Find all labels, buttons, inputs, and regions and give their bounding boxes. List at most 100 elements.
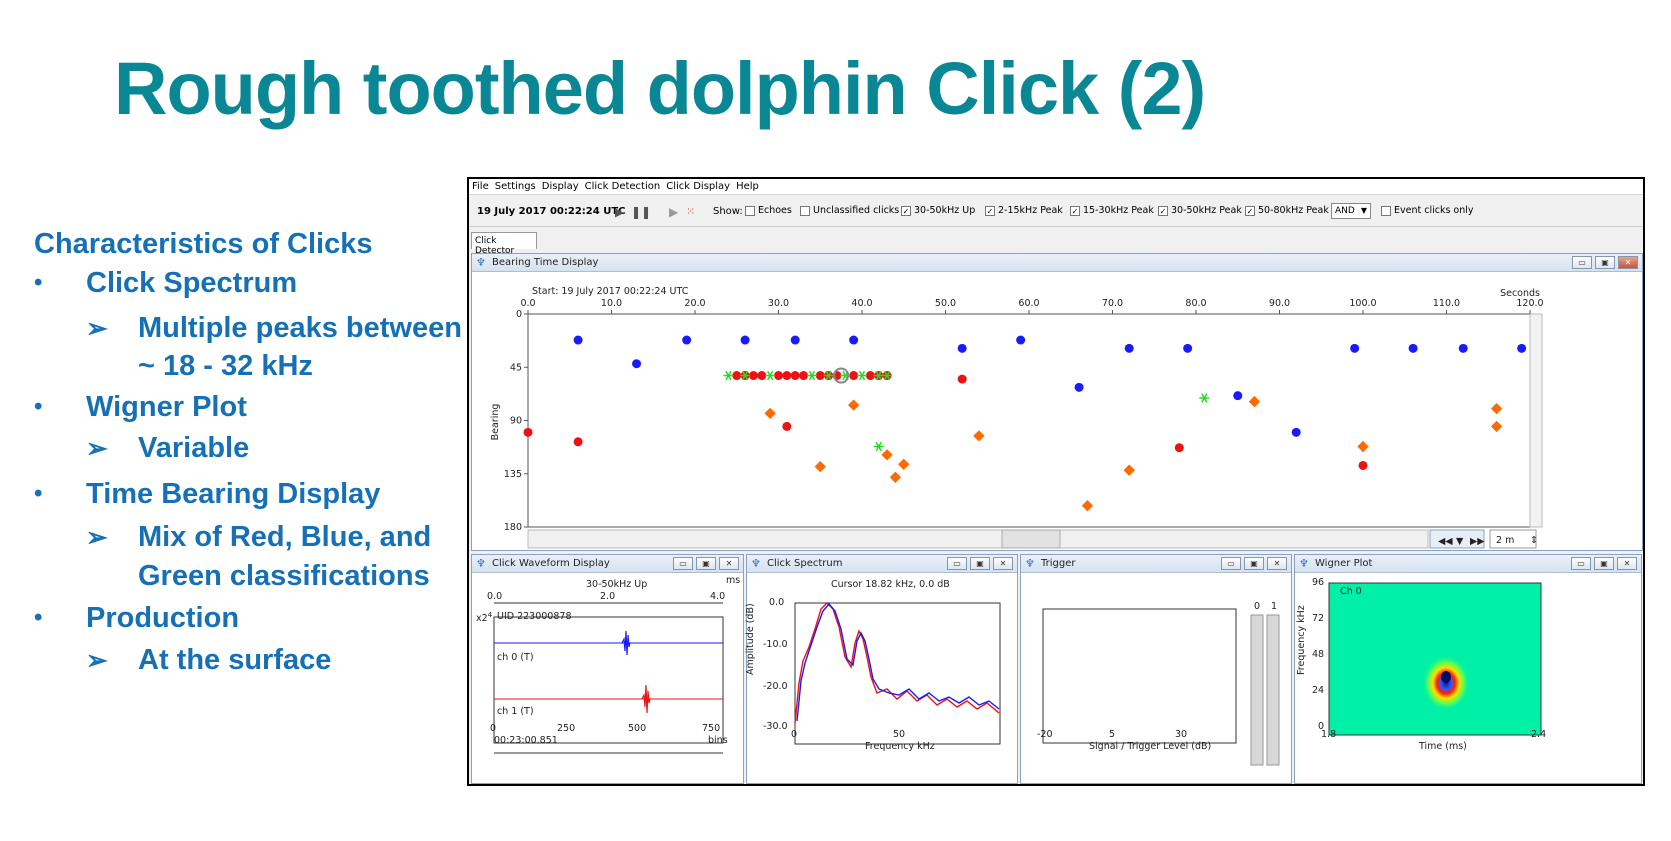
top-tick: 4.0 (710, 591, 726, 602)
click-marker-blue (632, 359, 642, 369)
close-icon[interactable]: ✕ (993, 557, 1013, 570)
checkbox-box[interactable] (800, 205, 810, 216)
sub-bullet-label: At the surface (138, 644, 332, 676)
click-marker-blue (957, 343, 967, 353)
click-marker-red (1358, 460, 1368, 470)
click-marker-green (806, 370, 817, 381)
minimize-icon[interactable]: ▭ (947, 557, 967, 570)
logic-select[interactable]: AND ▼ (1331, 203, 1371, 219)
minimize-icon[interactable]: ▭ (673, 557, 693, 570)
sub-bullet-label: Multiple peaks between (138, 312, 462, 344)
minimize-icon[interactable]: ▭ (1571, 557, 1591, 570)
click-marker-green (873, 370, 884, 381)
menu-settings[interactable]: Settings (494, 181, 536, 192)
menu-display[interactable]: Display (541, 181, 579, 192)
minimize-icon[interactable]: ▭ (1221, 557, 1241, 570)
bottom-tick: 500 (628, 723, 647, 734)
x-tick-label: 90.0 (1269, 298, 1290, 309)
top-tick: 2.0 (600, 591, 616, 602)
window-buttons: ▭ ▣ ✕ (1572, 256, 1638, 269)
click-marker-red (957, 374, 967, 384)
play-icon[interactable]: ▶ (615, 205, 625, 219)
close-icon[interactable]: ✕ (1267, 557, 1287, 570)
play-forward-icon[interactable]: ▶ (669, 205, 679, 219)
maximize-icon[interactable]: ▣ (970, 557, 990, 570)
bullet-marker: • (34, 393, 43, 420)
window-buttons: ▭ ▣ ✕ (947, 557, 1013, 570)
checkbox-2-15khz-peak[interactable]: ✓ 2-15kHz Peak (985, 205, 1063, 216)
sub-bullet-peaks: ➢ Multiple peaks between (86, 308, 462, 348)
checkbox-box[interactable]: ✓ (1158, 205, 1168, 216)
close-icon[interactable]: ✕ (1617, 557, 1637, 570)
checkbox-30-50khz-up[interactable]: ✓ 30-50kHz Up (901, 205, 975, 216)
uid-label: UID 223000878 (497, 611, 572, 622)
checkbox-box[interactable]: ✓ (901, 205, 911, 216)
asterisk-stroke (825, 370, 832, 381)
bullet-marker: • (34, 604, 43, 631)
maximize-icon[interactable]: ▣ (696, 557, 716, 570)
waveform-plot[interactable] (472, 573, 743, 783)
menu-help[interactable]: Help (736, 181, 759, 192)
asterisk-stroke (875, 370, 882, 381)
panel-title: ♆ Click Waveform Display ▭ ▣ ✕ (472, 555, 743, 573)
bearing-time-plot[interactable]: 0.0 10.0 20.0 30.0 40.0 50.0 60.0 70.0 80.0 90.0 1… (472, 272, 1644, 550)
click-marker-blue (682, 335, 692, 345)
minimize-icon[interactable]: ▭ (1572, 256, 1592, 269)
click-marker-orange (1248, 395, 1261, 408)
wigner-plot[interactable] (1295, 573, 1641, 783)
click-marker-blue (1016, 335, 1026, 345)
span-spinner (1489, 529, 1537, 549)
tab-click-detector[interactable]: Click Detector (471, 232, 537, 256)
spinner-arrows-icon: ⇕ (1530, 535, 1538, 546)
click-marker-orange (1490, 403, 1503, 415)
trigger-ch0: 0 (1254, 601, 1261, 612)
click-marker-red (732, 371, 742, 381)
datetime-label: 19 July 2017 00:22:24 UTC (477, 206, 626, 217)
maximize-icon[interactable]: ▣ (1244, 557, 1264, 570)
click-marker-orange (1081, 500, 1094, 512)
checkbox-15-30khz-peak[interactable]: ✓ 15-30kHz Peak (1070, 205, 1154, 216)
click-marker-blue (1350, 343, 1360, 353)
checkbox-echoes[interactable]: Echoes (745, 205, 792, 216)
checkbox-event-clicks-only[interactable]: Event clicks only (1381, 205, 1474, 216)
x-tick: 2.4 (1531, 729, 1547, 740)
click-marker-orange (973, 430, 985, 442)
classifier-icon[interactable]: ⁙ (686, 205, 696, 218)
click-marker-orange (1123, 464, 1135, 476)
x-tick-label: 0.0 (520, 298, 535, 309)
panel-icon: ♆ (476, 557, 486, 570)
close-icon[interactable]: ✕ (719, 557, 739, 570)
wigner-ch-label: Ch 0 (1340, 586, 1362, 597)
checkbox-box[interactable]: ✓ (1245, 205, 1255, 216)
bearing-axis-label: Bearing (490, 404, 501, 441)
pamguard-window: File Settings Display Click Detection Click … (467, 177, 1645, 786)
spectrum-plot[interactable] (747, 573, 1017, 783)
close-icon[interactable]: ✕ (1618, 256, 1638, 269)
checkbox-box[interactable]: ✓ (985, 205, 995, 216)
click-marker-red (1174, 443, 1184, 453)
menu-file[interactable]: File (472, 181, 489, 192)
waveform-class-label: 30-50kHz Up (586, 579, 648, 590)
menu-click-detection[interactable]: Click Detection (584, 181, 661, 192)
checkbox-box[interactable] (1381, 205, 1391, 216)
pause-icon[interactable]: ❚❚ (631, 205, 652, 219)
click-marker-blue (1233, 391, 1243, 401)
asterisk-stroke (1201, 393, 1208, 403)
maximize-icon[interactable]: ▣ (1595, 256, 1615, 269)
y-tick: 96 (1312, 577, 1325, 588)
checkbox-50-80khz-peak[interactable]: ✓ 50-80kHz Peak (1245, 205, 1329, 216)
x-tick: 0 (791, 729, 798, 740)
click-marker-orange (764, 407, 776, 420)
checkbox-label: Echoes (758, 205, 792, 216)
trigger-plot (1042, 608, 1280, 766)
maximize-icon[interactable]: ▣ (1594, 557, 1614, 570)
checkbox-unclassified[interactable]: Unclassified clicks (800, 205, 899, 216)
y-tick: 72 (1312, 613, 1325, 624)
asterisk-stroke (858, 370, 866, 381)
checkbox-box[interactable] (745, 205, 755, 216)
checkbox-box[interactable]: ✓ (1070, 205, 1080, 216)
menu-click-display[interactable]: Click Display (666, 181, 731, 192)
checkbox-30-50khz-peak[interactable]: ✓ 30-50kHz Peak (1158, 205, 1242, 216)
sub-bullet-label: ~ 18 - 32 kHz (138, 350, 313, 382)
click-marker-orange (1490, 420, 1503, 433)
